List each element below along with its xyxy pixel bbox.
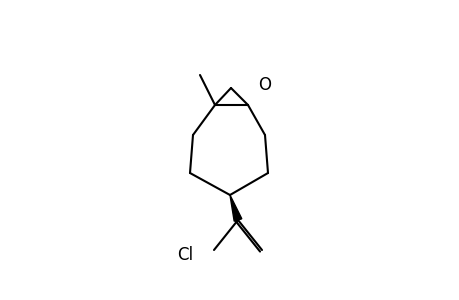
Text: O: O — [258, 76, 271, 94]
Polygon shape — [230, 195, 241, 221]
Text: Cl: Cl — [177, 246, 193, 264]
